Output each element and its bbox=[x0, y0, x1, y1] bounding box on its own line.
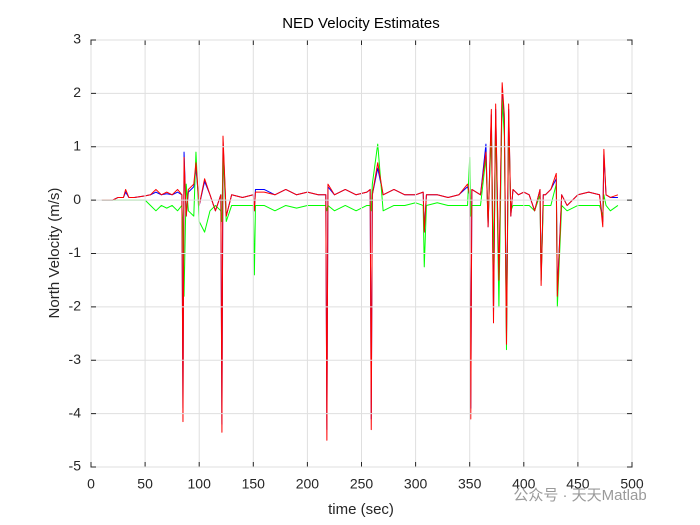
x-tick-label: 0 bbox=[87, 476, 95, 492]
x-tick-label: 500 bbox=[620, 476, 644, 492]
y-axis-label: North Velocity (m/s) bbox=[46, 188, 63, 319]
y-tick-label: 2 bbox=[73, 84, 81, 100]
y-tick-label: 0 bbox=[73, 191, 81, 207]
x-tick-label: 400 bbox=[512, 476, 536, 492]
y-tick-label: 3 bbox=[73, 31, 81, 47]
y-tick-label: -2 bbox=[69, 298, 82, 314]
x-tick-label: 450 bbox=[566, 476, 590, 492]
x-tick-label: 250 bbox=[350, 476, 374, 492]
x-tick-label: 350 bbox=[458, 476, 482, 492]
y-tick-label: -4 bbox=[69, 404, 82, 420]
x-tick-label: 150 bbox=[242, 476, 266, 492]
x-tick-label: 200 bbox=[296, 476, 320, 492]
x-tick-label: 50 bbox=[137, 476, 153, 492]
y-tick-label: -3 bbox=[69, 351, 82, 367]
series-line bbox=[101, 82, 619, 441]
y-tick-label: 1 bbox=[73, 137, 81, 153]
x-tick-label: 300 bbox=[404, 476, 428, 492]
y-tick-label: -5 bbox=[69, 458, 82, 474]
watermark: 公众号 · 天天Matlab bbox=[513, 487, 646, 504]
y-tick-label: -1 bbox=[69, 244, 82, 260]
chart-title: NED Velocity Estimates bbox=[282, 15, 440, 32]
x-tick-label: 100 bbox=[188, 476, 212, 492]
x-axis-label: time (sec) bbox=[328, 501, 394, 518]
